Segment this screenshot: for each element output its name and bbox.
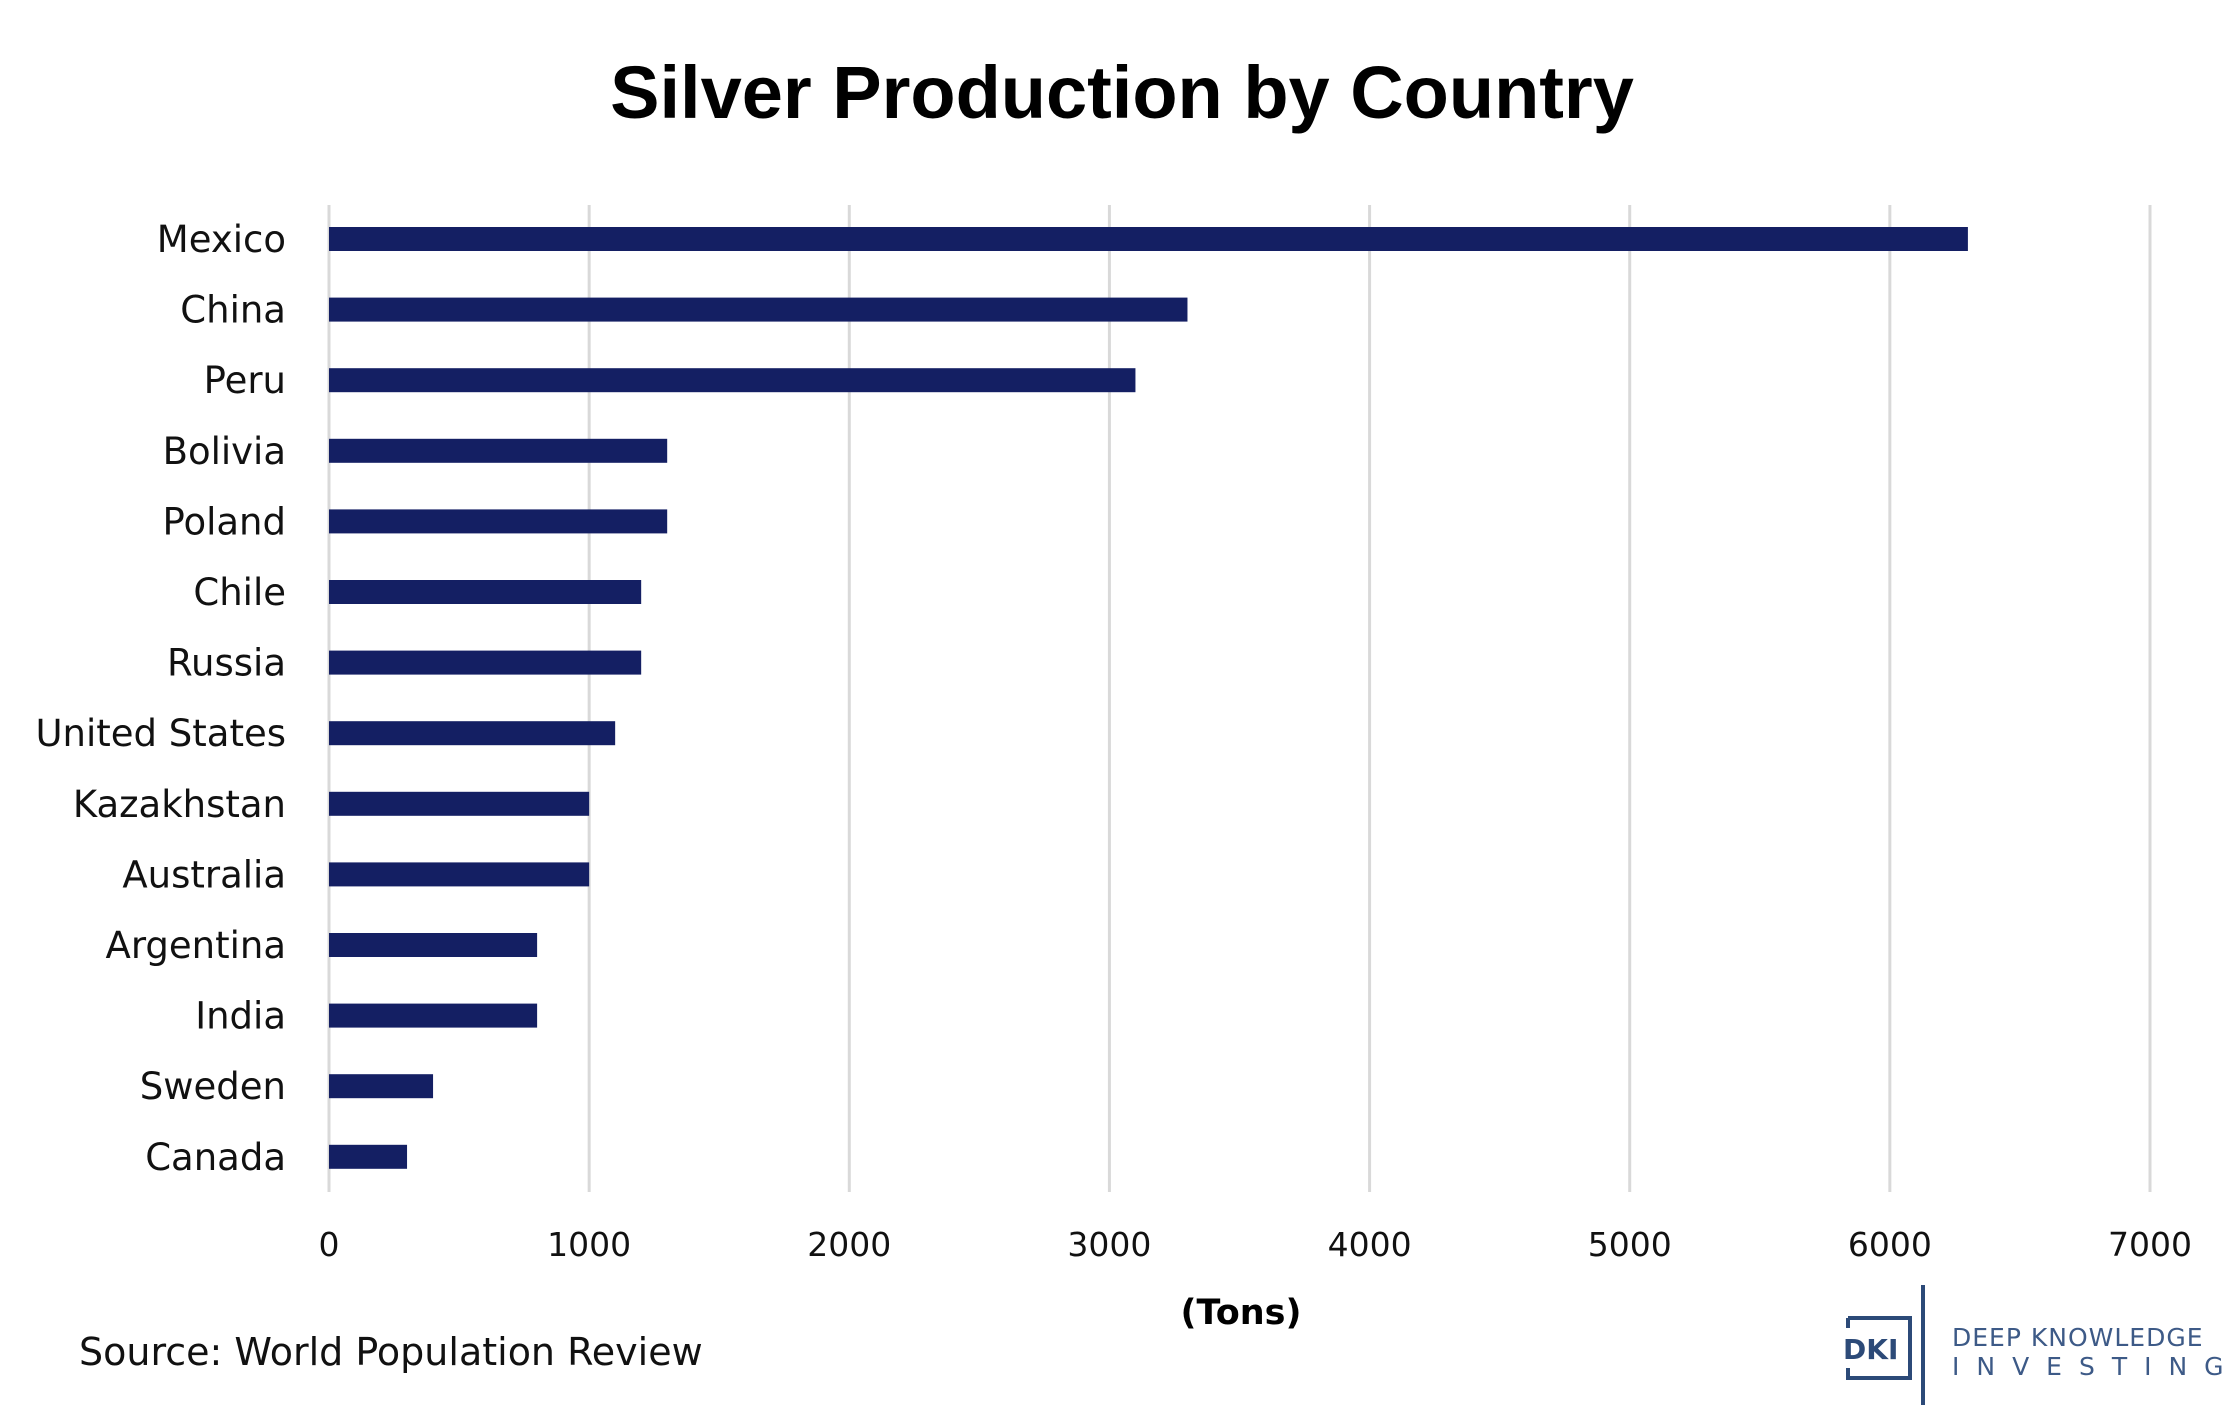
bar-sweden xyxy=(329,1074,434,1099)
x-tick-label: 4000 xyxy=(1328,1225,1412,1264)
bar-russia xyxy=(329,650,642,675)
category-label: Chile xyxy=(193,571,286,614)
logo-line2: INVESTING xyxy=(1952,1352,2233,1381)
category-label: Australia xyxy=(122,853,286,896)
chart-title: Silver Production by Country xyxy=(610,51,1634,134)
x-tick-label: 0 xyxy=(319,1225,340,1264)
category-label: Poland xyxy=(162,500,286,543)
category-label: Russia xyxy=(167,642,286,685)
x-tick-label: 1000 xyxy=(547,1225,631,1264)
bar-argentina xyxy=(329,933,538,957)
category-label: Kazakhstan xyxy=(73,783,286,826)
logo-mark: DKI xyxy=(1843,1333,1898,1366)
bar-peru xyxy=(329,368,1136,393)
x-axis-label: (Tons) xyxy=(1180,1293,1301,1333)
bar-kazakhstan xyxy=(329,791,590,816)
bar-china xyxy=(329,297,1188,322)
dki-logo: DKI DEEP KNOWLEDGE INVESTING xyxy=(1843,1285,2233,1405)
category-label: Sweden xyxy=(140,1065,286,1108)
category-label: Peru xyxy=(204,359,286,402)
bar-united-states xyxy=(329,721,616,746)
x-tick-label: 6000 xyxy=(1848,1225,1932,1264)
gridlines xyxy=(327,205,2152,1192)
x-tick-label: 2000 xyxy=(807,1225,891,1264)
source-note: Source: World Population Review xyxy=(79,1330,703,1374)
logo-line1: DEEP KNOWLEDGE xyxy=(1952,1323,2204,1352)
bar-india xyxy=(329,1003,538,1028)
x-tick-label: 7000 xyxy=(2108,1225,2192,1264)
bar-bolivia xyxy=(329,438,668,463)
category-label: Canada xyxy=(145,1136,286,1179)
category-label: China xyxy=(180,289,286,332)
bar-poland xyxy=(329,509,668,534)
bar-canada xyxy=(329,1144,408,1169)
logo-box xyxy=(1846,1316,1912,1380)
x-tick-label: 3000 xyxy=(1067,1225,1151,1264)
category-label: United States xyxy=(35,712,286,755)
bar-chile xyxy=(329,580,642,604)
x-tick-labels: 0 1000 2000 3000 4000 5000 6000 7000 xyxy=(319,1225,2192,1264)
category-labels: Mexico China Peru Bolivia Poland Chile Russia U… xyxy=(35,218,286,1179)
category-label: Argentina xyxy=(106,924,286,967)
bar-mexico xyxy=(329,227,1968,251)
category-label: Mexico xyxy=(157,218,286,261)
x-tick-label: 5000 xyxy=(1588,1225,1672,1264)
category-label: Bolivia xyxy=(163,430,286,473)
bar-australia xyxy=(329,862,590,887)
category-label: India xyxy=(195,995,286,1038)
bars xyxy=(329,227,1968,1169)
